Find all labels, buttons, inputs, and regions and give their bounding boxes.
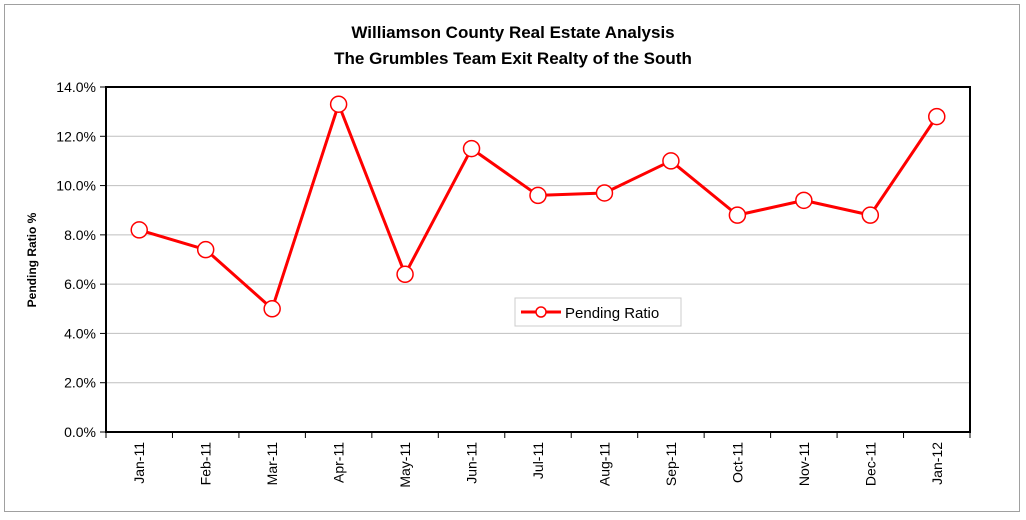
y-tick-label: 14.0% <box>56 79 96 95</box>
x-tick-label: Aug-11 <box>596 442 612 486</box>
x-tick-label: Feb-11 <box>198 442 214 486</box>
data-point <box>728 206 747 224</box>
data-point <box>595 184 614 202</box>
data-point <box>263 300 281 318</box>
y-tick-label: 10.0% <box>56 178 96 194</box>
y-tick-label: 12.0% <box>56 128 96 144</box>
legend-label: Pending Ratio <box>565 305 659 322</box>
series-line <box>138 102 939 311</box>
x-tick-label: May-11 <box>397 442 413 488</box>
data-point <box>196 240 215 259</box>
y-axis-label: Pending Ratio % <box>25 212 39 307</box>
data-point <box>861 206 880 224</box>
series-layer <box>130 95 946 318</box>
data-point <box>662 152 680 170</box>
y-tick-label: 0.0% <box>64 424 96 440</box>
x-tick-label: Nov-11 <box>796 442 812 486</box>
data-point <box>928 107 946 126</box>
data-point <box>130 221 148 239</box>
data-point <box>329 95 348 113</box>
x-tick-label: Sep-11 <box>663 442 679 486</box>
x-tick-label: Oct-11 <box>729 442 745 483</box>
chart-title-line2: The Grumbles Team Exit Realty of the Sou… <box>334 49 692 68</box>
x-tick-label: Jul-11 <box>530 442 546 479</box>
y-tick-label: 6.0% <box>64 276 96 292</box>
data-point <box>529 186 547 205</box>
legend: Pending Ratio <box>514 297 682 327</box>
x-axis-ticks: Jan-11 Feb-11 Mar-11 Apr-11 May-11 Jun-11 Jul-… <box>105 432 971 488</box>
x-tick-label: Dec-11 <box>862 442 878 486</box>
x-tick-label: Jan-11 <box>131 442 147 484</box>
data-point <box>396 265 414 284</box>
y-tick-label: 2.0% <box>64 375 96 391</box>
chart-frame <box>4 4 1020 512</box>
x-tick-label: Mar-11 <box>264 442 280 486</box>
x-tick-label: Jun-11 <box>464 442 480 484</box>
plot-area <box>105 86 971 433</box>
y-axis-ticks: 0.0% 2.0% 4.0% 6.0% 8.0% 10.0% 12.0% 14.0% <box>56 79 106 440</box>
y-tick-label: 8.0% <box>64 227 96 243</box>
chart-title-line1: Williamson County Real Estate Analysis <box>351 23 674 42</box>
gridlines <box>106 135 970 384</box>
data-point <box>462 139 481 158</box>
x-tick-label: Apr-11 <box>331 442 347 483</box>
data-point <box>795 191 813 210</box>
y-tick-label: 4.0% <box>64 325 96 341</box>
legend-marker <box>535 306 547 318</box>
x-tick-label: Jan-12 <box>929 442 945 485</box>
